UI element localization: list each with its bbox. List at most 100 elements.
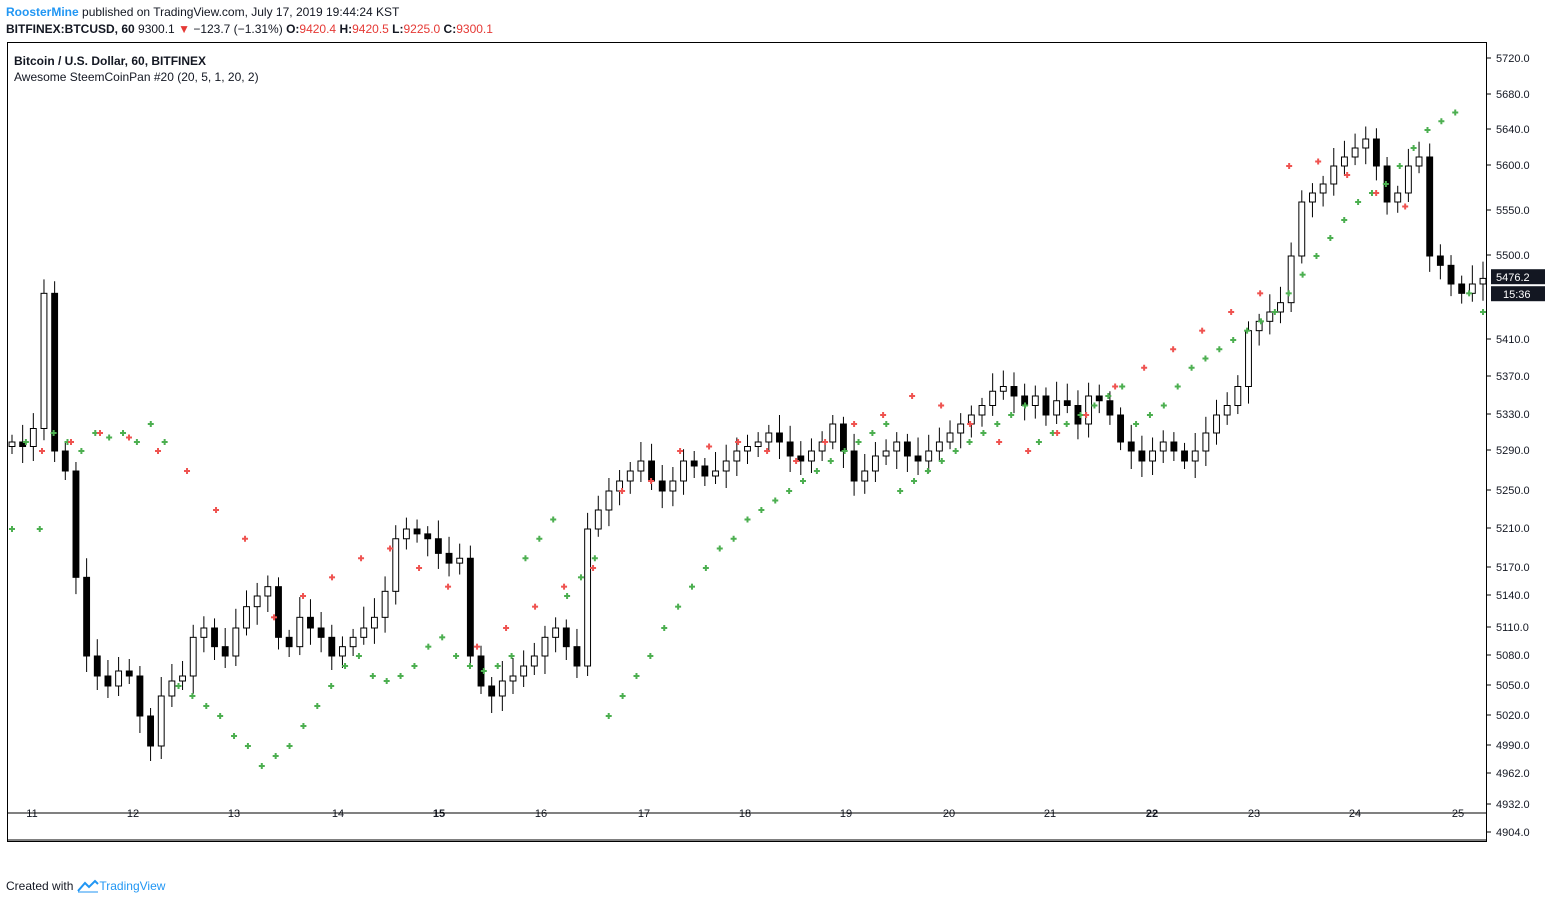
candle-body	[413, 528, 421, 535]
psar-up-marker	[300, 723, 307, 729]
candle-body	[744, 446, 751, 452]
candle	[1138, 435, 1146, 477]
candle-body	[1372, 138, 1380, 167]
candle-body	[626, 470, 634, 482]
candle	[61, 441, 69, 480]
candle	[498, 661, 506, 711]
price-tick-label: 5370.0	[1496, 371, 1530, 383]
footer: Created with TradingView	[6, 879, 165, 893]
candle-body	[8, 441, 16, 447]
candle-body	[552, 627, 560, 638]
psar-up-marker	[591, 555, 598, 562]
candle-body	[999, 386, 1007, 392]
chart-pane[interactable]: 11 12 13 14 15 16 17 18 19 20 21 22 23 24 25	[7, 42, 1487, 842]
price-tick-label: 4990.0	[1496, 740, 1530, 752]
psar-down-marker	[126, 434, 133, 441]
candle-body	[424, 533, 432, 540]
candle	[1223, 392, 1231, 425]
candle	[466, 545, 474, 666]
candle	[1468, 265, 1476, 302]
psar-up-marker	[619, 693, 626, 699]
candle	[786, 425, 794, 472]
candle	[840, 416, 847, 468]
psar-down-marker	[1083, 412, 1090, 418]
psar-up-marker	[342, 663, 349, 669]
candle	[1298, 190, 1306, 264]
psar-up-marker	[1244, 327, 1251, 334]
candle-body	[232, 627, 240, 657]
psar-down-marker	[39, 448, 45, 454]
candle	[157, 677, 165, 759]
psar-down-marker	[503, 625, 510, 631]
candle	[1053, 381, 1061, 424]
candle-body	[392, 538, 400, 592]
psar-up-marker	[1216, 346, 1223, 353]
candle-body	[1351, 147, 1359, 158]
candle	[488, 677, 496, 713]
candle-body	[253, 595, 261, 608]
candle	[616, 470, 624, 506]
candle-body	[1447, 264, 1455, 285]
candle	[808, 438, 815, 473]
candle	[1127, 424, 1135, 469]
candle	[541, 625, 549, 674]
candle	[1202, 416, 1210, 466]
psar-up-marker	[217, 713, 224, 719]
candle-body	[275, 586, 282, 638]
candle	[712, 452, 719, 484]
legend-title: Bitcoin / U.S. Dollar, 60, BITFINEX	[14, 54, 207, 68]
candle-body	[72, 470, 80, 578]
psar-up-marker	[966, 439, 973, 445]
psar-down-marker	[387, 545, 394, 552]
candle-body	[498, 680, 506, 697]
countdown-tag	[1491, 286, 1545, 302]
candle-body	[573, 646, 581, 667]
psar-up-marker	[189, 693, 196, 699]
psar-up-marker	[744, 516, 751, 523]
candle	[946, 420, 954, 450]
candle	[1277, 286, 1284, 324]
price-tick-label: 5330.0	[1496, 409, 1530, 421]
candle	[179, 661, 186, 690]
price-tick-label: 5110.0	[1496, 622, 1529, 634]
psar-up-marker	[36, 526, 43, 532]
price-axis[interactable]: 5720.0 5680.0 5640.0 5600.0 5550.0 5500.0 5410…	[1487, 42, 1545, 842]
candle	[776, 415, 783, 459]
author-link[interactable]: RoosterMine	[6, 5, 79, 19]
candle	[392, 525, 400, 605]
candle	[520, 650, 528, 687]
psar-up-marker	[466, 663, 473, 669]
candle-body	[370, 616, 378, 629]
candle-body	[466, 557, 474, 657]
psar-up-marker	[1452, 109, 1459, 116]
candle	[1362, 126, 1370, 165]
psar-up-marker	[1299, 271, 1306, 278]
candle	[413, 519, 421, 543]
candle	[168, 664, 176, 707]
candle-body	[211, 627, 218, 648]
candle-body	[179, 675, 186, 682]
candle	[381, 576, 389, 633]
close-value: 9300.1	[456, 22, 493, 36]
psar-up-marker	[1188, 364, 1195, 371]
psar-down-marker	[532, 603, 539, 610]
price-tick-label: 5640.0	[1496, 124, 1530, 136]
candle-body	[40, 292, 48, 429]
symbol-label: BITFINEX:BTCUSD, 60	[6, 22, 135, 36]
psar-down-marker	[938, 402, 945, 409]
candle	[1458, 275, 1466, 304]
psar-up-marker	[453, 653, 460, 659]
tradingview-logo[interactable]: TradingView	[77, 879, 165, 893]
psar-down-marker	[1344, 172, 1351, 178]
psar-down-marker	[1315, 158, 1322, 165]
candle-body	[850, 450, 858, 482]
candle	[562, 619, 570, 660]
candle-body	[328, 636, 336, 657]
candle	[402, 517, 410, 550]
candle-body	[445, 552, 453, 564]
candle	[914, 437, 922, 475]
candle-body	[1191, 450, 1199, 462]
candle-body	[584, 528, 592, 667]
chart-plot[interactable]: 11 12 13 14 15 16 17 18 19 20 21 22 23 24 25	[8, 43, 1486, 841]
candle	[744, 434, 751, 464]
